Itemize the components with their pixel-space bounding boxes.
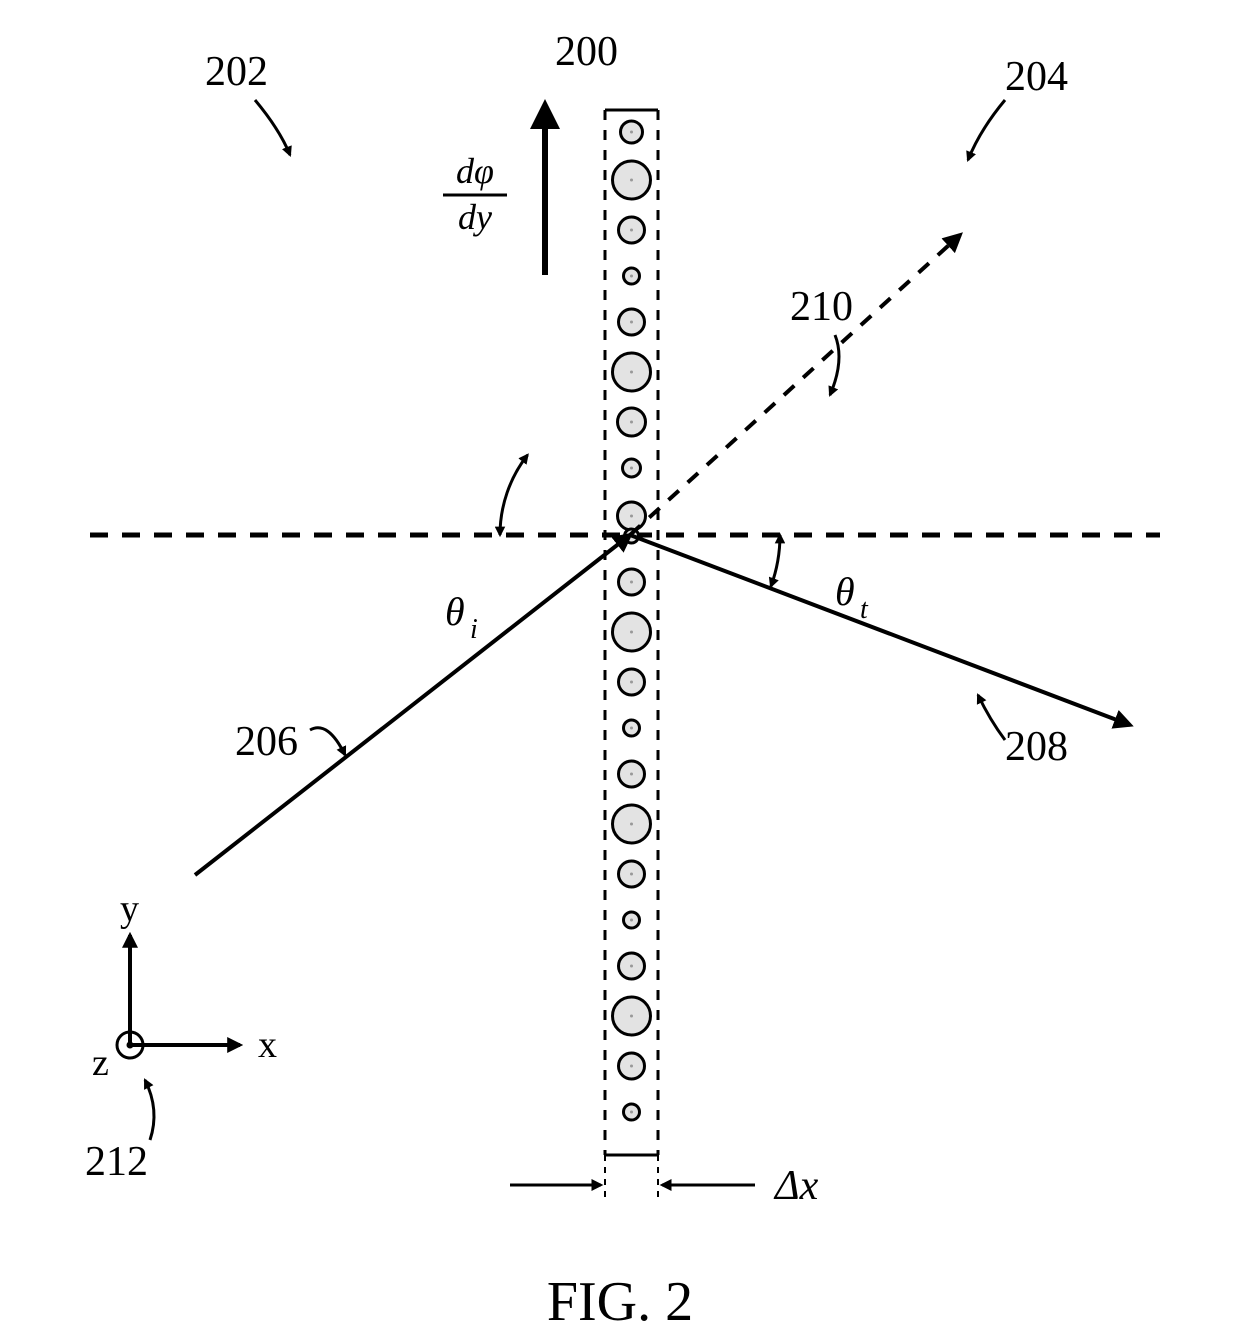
- transmitted-ray: [630, 535, 1130, 725]
- meta-atom-center: [630, 275, 633, 278]
- meta-atom-center: [630, 229, 633, 232]
- theta-i-arc: [500, 455, 528, 535]
- axis-z-dot: [127, 1042, 134, 1049]
- meta-atom-center: [630, 131, 633, 134]
- meta-atom-center: [630, 823, 633, 826]
- callout-210-leader: [830, 335, 839, 395]
- meta-atom-center: [630, 179, 633, 182]
- dphi-den: dy: [458, 197, 492, 237]
- meta-atom-center: [630, 321, 633, 324]
- meta-atom-center: [630, 773, 633, 776]
- ref-208: 208: [1005, 724, 1068, 770]
- figure-title: FIG. 2: [547, 1271, 693, 1333]
- axis-y-label: y: [120, 888, 139, 930]
- meta-atom-center: [630, 371, 633, 374]
- ref-204: 204: [1005, 54, 1068, 100]
- callout-206-leader: [310, 728, 345, 755]
- meta-atom-center: [630, 965, 633, 968]
- axis-z-label: z: [92, 1042, 109, 1084]
- callout-208-leader: [978, 695, 1005, 740]
- meta-atom-center: [630, 515, 633, 518]
- theta-t: θ: [835, 569, 855, 614]
- meta-atom-center: [630, 1015, 633, 1018]
- dphi-num: dφ: [456, 151, 494, 191]
- theta-i: θ: [445, 589, 465, 634]
- meta-atom-center: [630, 727, 633, 730]
- ref-202: 202: [205, 49, 268, 95]
- axis-x-label: x: [258, 1024, 277, 1066]
- meta-atom-center: [630, 631, 633, 634]
- delta-x: Δx: [773, 1163, 819, 1209]
- callout-212-leader: [145, 1080, 154, 1140]
- ref-212: 212: [85, 1139, 148, 1185]
- meta-atom-center: [630, 421, 633, 424]
- meta-atom-center: [630, 1111, 633, 1114]
- theta-t-arc: [771, 535, 780, 586]
- meta-atom-center: [630, 681, 633, 684]
- meta-atom-center: [630, 873, 633, 876]
- ref-206: 206: [235, 719, 298, 765]
- theta-t-sub: t: [860, 594, 869, 625]
- ref-210: 210: [790, 284, 853, 330]
- meta-atom-center: [630, 1065, 633, 1068]
- anomalous-ray: [630, 235, 960, 535]
- callout-202-leader: [255, 100, 290, 155]
- incident-ray: [195, 535, 630, 875]
- theta-i-sub: i: [470, 614, 478, 645]
- meta-atom-center: [630, 581, 633, 584]
- meta-atom-center: [630, 467, 633, 470]
- ref-200: 200: [555, 29, 618, 75]
- callout-204-leader: [968, 100, 1005, 160]
- meta-atom-center: [630, 919, 633, 922]
